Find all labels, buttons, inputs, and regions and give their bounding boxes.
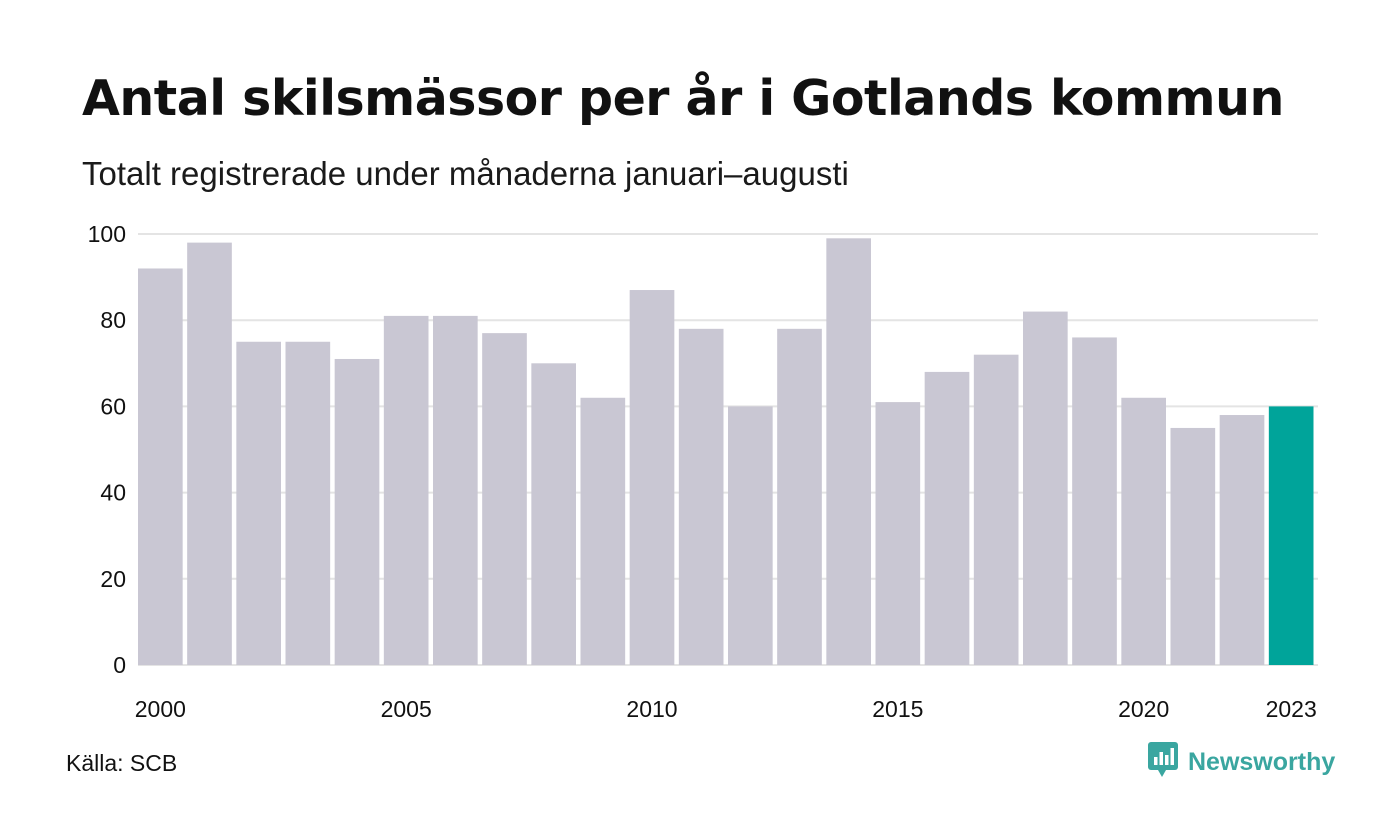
bar-2003 <box>285 341 331 665</box>
bar-2007 <box>482 333 527 665</box>
y-tick-label: 80 <box>100 307 126 333</box>
bar-2010 <box>629 290 675 665</box>
bar-2021 <box>1170 427 1216 665</box>
bar-2019 <box>1072 337 1117 665</box>
y-axis-ticks: 0 20 40 60 80 100 <box>88 221 126 678</box>
y-tick-label: 0 <box>113 652 126 678</box>
brand-logo: Newsworthy <box>1148 742 1335 783</box>
x-tick-label: 2000 <box>135 696 186 722</box>
bar-2020 <box>1121 397 1166 665</box>
brand-name: Newsworthy <box>1188 748 1336 776</box>
bar-2001 <box>187 242 232 665</box>
y-tick-label: 100 <box>88 221 126 247</box>
bar-2000 <box>138 268 183 665</box>
bar-2022 <box>1219 415 1265 665</box>
x-tick-label: 2005 <box>381 696 432 722</box>
bar-2005 <box>383 315 429 665</box>
x-tick-label: 2020 <box>1118 696 1169 722</box>
y-tick-label: 20 <box>100 566 126 592</box>
bars <box>138 238 1314 665</box>
bar-2009 <box>580 397 626 665</box>
bar-2008 <box>531 363 576 665</box>
bar-2015 <box>875 402 921 665</box>
y-tick-label: 60 <box>100 393 126 419</box>
bar-2011 <box>678 328 724 665</box>
bar-2006 <box>433 315 478 665</box>
source-note: Källa: SCB <box>66 750 178 776</box>
bar-2017 <box>973 354 1019 665</box>
bar-2023 <box>1268 406 1314 665</box>
bar-chart: 0 20 40 60 80 100 2000 2005 2010 2015 2020 2023 <box>88 221 1318 722</box>
bar-2014 <box>826 238 871 665</box>
bar-2016 <box>924 371 970 665</box>
bar-2002 <box>236 341 281 665</box>
y-tick-label: 40 <box>100 480 126 506</box>
bar-2012 <box>728 406 773 665</box>
x-tick-label: 2015 <box>872 696 923 722</box>
bar-2018 <box>1023 311 1068 665</box>
x-tick-label: 2010 <box>626 696 677 722</box>
newsworthy-logo-icon <box>1148 742 1178 783</box>
x-tick-label: 2023 <box>1266 696 1317 722</box>
chart-title: Antal skilsmässor per år i Gotlands komm… <box>82 70 1284 127</box>
x-axis-ticks: 2000 2005 2010 2015 2020 2023 <box>135 696 1317 722</box>
bar-2004 <box>334 358 380 665</box>
bar-2013 <box>777 328 822 665</box>
chart-subtitle: Totalt registrerade under månaderna janu… <box>82 155 849 192</box>
